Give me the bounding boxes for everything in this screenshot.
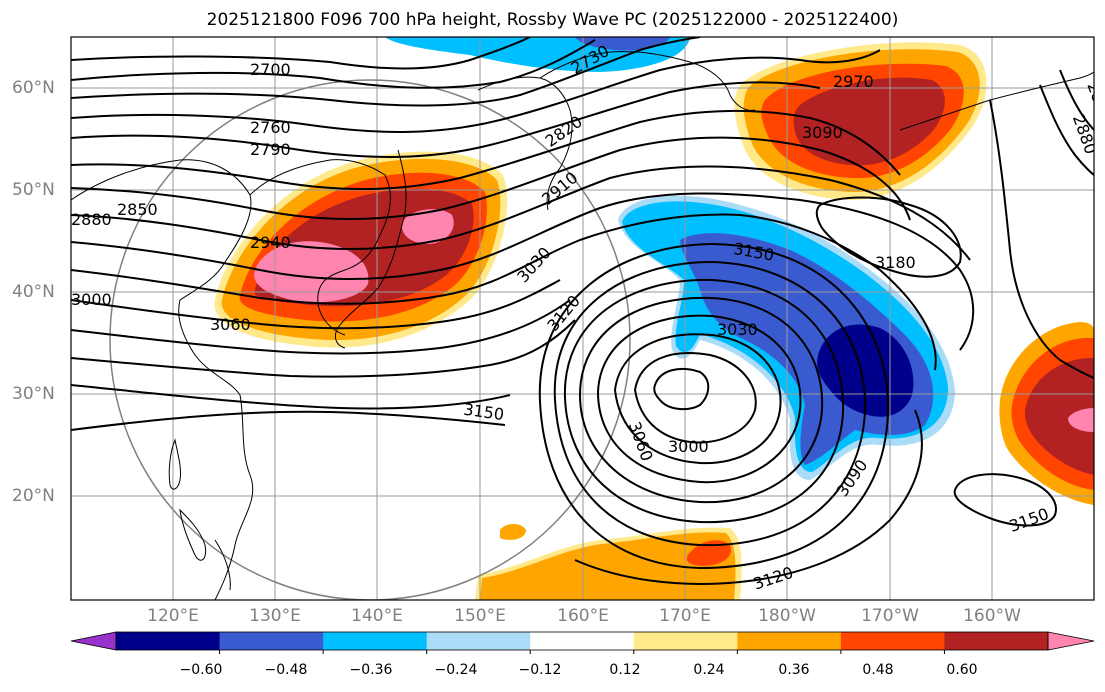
contour-label: 2880 <box>71 210 112 229</box>
lat-label: 20°N <box>12 486 55 506</box>
colorbar-segment <box>633 632 738 650</box>
positive-anomaly-japan-pink2 <box>401 209 454 244</box>
positive-anomaly-npac-darkred <box>793 77 945 166</box>
positive-anomaly-japan-pink <box>254 241 369 303</box>
contour-label: 3000 <box>668 437 709 456</box>
colorbar-frame <box>115 631 1049 651</box>
colorbar-segment <box>944 632 1049 650</box>
colorbar-tick-label: −0.48 <box>264 662 308 678</box>
lat-label: 60°N <box>12 78 55 98</box>
colorbar-tick-label: −0.36 <box>349 662 393 678</box>
coastlines <box>71 51 1094 600</box>
colorbar-extend-left <box>70 631 117 651</box>
contour-label: 2790 <box>250 140 291 159</box>
contour-label: 2940 <box>250 233 291 252</box>
positive-anomaly-south-red <box>686 540 731 566</box>
colorbar-tick-label: 0.48 <box>862 662 894 678</box>
colorbar-extend-right <box>1047 631 1095 651</box>
colorbar-segment <box>530 632 635 650</box>
contour-label: 2700 <box>250 60 291 79</box>
chart-title: 2025121800 F096 700 hPa height, Rossby W… <box>206 10 899 30</box>
lon-label: 170°E <box>659 606 711 626</box>
lon-label: 130°E <box>249 606 301 626</box>
negative-anomaly-north-blue <box>575 37 670 51</box>
lon-label: 170°W <box>861 606 919 626</box>
colorbar-tick-label: −0.12 <box>518 662 562 678</box>
colorbar-tick-label: 0.12 <box>609 662 641 678</box>
contour-label: 3030 <box>717 320 758 339</box>
contour-label: 2760 <box>250 118 291 137</box>
colorbar-segment <box>426 632 531 650</box>
lon-label: 160°E <box>557 606 609 626</box>
contour-label: 2970 <box>833 72 874 91</box>
colorbar-tick-label: 0.24 <box>693 662 725 678</box>
height-contours <box>71 37 1094 585</box>
contour-label: 3060 <box>210 315 251 334</box>
lat-label: 30°N <box>12 384 55 404</box>
colorbar-segment <box>737 632 842 650</box>
map-frame <box>70 36 1095 601</box>
contour-label: 3000 <box>71 290 112 309</box>
colorbar-tick-label: 0.60 <box>946 662 978 678</box>
positive-anomaly-east-darkred <box>1024 358 1094 475</box>
positive-anomaly-east-pink <box>1068 408 1094 432</box>
colorbar-tick-label: −0.60 <box>179 662 223 678</box>
colorbar-segment <box>840 632 945 650</box>
lon-label: 150°E <box>454 606 506 626</box>
graticule <box>71 37 1094 600</box>
colorbar-segment <box>116 632 221 650</box>
reference-circle <box>109 79 631 600</box>
lat-label: 40°N <box>12 282 55 302</box>
contour-label: 2850 <box>117 200 158 219</box>
colorbar-tick-label: 0.36 <box>778 662 810 678</box>
map-panel: 2730 2700 2760 2790 2820 2850 2880 2910 … <box>71 37 1094 600</box>
lon-label: 160°W <box>963 606 1021 626</box>
colorbar <box>70 631 1095 654</box>
positive-anomaly-small <box>500 524 526 540</box>
colorbar-tick-label: −0.24 <box>434 662 478 678</box>
contour-label: 3090 <box>802 123 843 142</box>
contour-label: 3180 <box>875 253 916 272</box>
lon-label: 180°W <box>758 606 816 626</box>
lon-label: 120°E <box>147 606 199 626</box>
colorbar-segment <box>323 632 428 650</box>
colorbar-segment <box>219 632 324 650</box>
lat-label: 50°N <box>12 180 55 200</box>
lon-label: 140°E <box>351 606 403 626</box>
